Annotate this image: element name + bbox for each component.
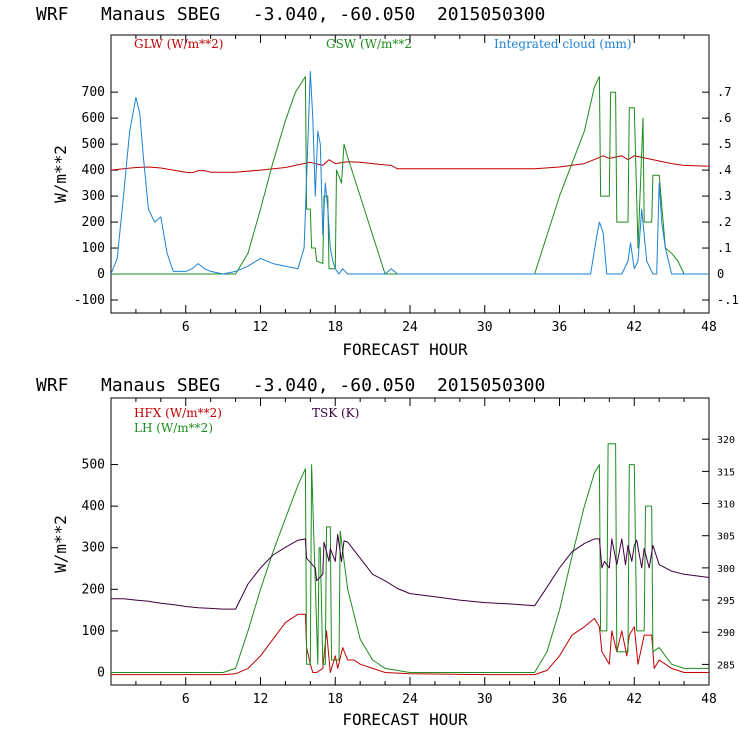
y-tick-label: -100 [74, 293, 105, 308]
y2-tick-label: 295 [717, 596, 735, 607]
y-tick-label: 600 [82, 111, 105, 126]
x-tick-label: 48 [701, 320, 717, 335]
y2-tick-label: 320 [717, 435, 735, 446]
chart2-xlabel: FORECAST HOUR [342, 710, 468, 729]
x-tick-label: 48 [701, 692, 717, 707]
chart2-ticks: 6 12 18 24 30 36 42 48 0 100 200 300 400 500 285 290 295… [82, 398, 735, 707]
y2-tick-label: -.1 [717, 293, 739, 307]
y-tick-label: 300 [82, 189, 105, 204]
x-tick-label: 18 [327, 692, 343, 707]
y2-tick-label: 0 [717, 267, 724, 281]
x-tick-label: 24 [402, 692, 418, 707]
y-tick-label: 100 [82, 241, 105, 256]
x-tick-label: 12 [253, 692, 269, 707]
chart1-legend-gsw: GSW (W/m**2 [326, 37, 412, 51]
chart1-series [110, 70, 710, 275]
x-tick-label: 42 [626, 320, 642, 335]
y-tick-label: 100 [82, 624, 105, 639]
series-line-2-3 [111, 533, 710, 610]
chart2-series [111, 443, 710, 676]
y-tick-label: 500 [82, 137, 105, 152]
x-tick-label: 24 [402, 320, 418, 335]
y2-tick-label: .1 [717, 241, 731, 255]
y2-tick-label: .6 [717, 111, 731, 125]
y2-tick-label: 310 [717, 500, 735, 511]
y2-tick-label: 315 [717, 467, 735, 478]
series-line-1-1 [110, 155, 710, 174]
series-line-1-3 [110, 70, 709, 275]
y2-tick-label: .7 [717, 85, 731, 99]
chart2-ylabel: W/m**2 [51, 515, 70, 573]
x-tick-label: 6 [182, 692, 190, 707]
chart1-legend-glw: GLW (W/m**2) [134, 37, 223, 51]
y2-tick-label: 290 [717, 628, 735, 639]
y2-tick-label: .4 [717, 163, 731, 177]
chart1-xlabel: FORECAST HOUR [342, 340, 468, 359]
series-line-1-2 [111, 76, 709, 275]
chart1-ticks: 6 12 18 24 30 36 42 48 -100 0 100 200 300 400 500 600 70… [74, 35, 739, 335]
y-tick-label: 0 [97, 267, 105, 282]
y2-tick-label: .2 [717, 215, 731, 229]
y-tick-label: 400 [82, 499, 105, 514]
chart1-plot-frame [110, 34, 710, 314]
chart2-legend-lh: LH (W/m**2) [134, 421, 213, 435]
y-tick-label: 500 [82, 458, 105, 473]
y2-tick-label: .3 [717, 189, 731, 203]
chart1-ylabel: W/m**2 [51, 145, 70, 203]
series-line-2-1 [111, 613, 709, 676]
x-tick-label: 18 [327, 320, 343, 335]
y-tick-label: 400 [82, 163, 105, 178]
x-tick-label: 42 [626, 692, 642, 707]
chart2-title: WRF Manaus SBEG -3.040, -60.050 20150503… [36, 375, 545, 396]
x-tick-label: 36 [552, 320, 568, 335]
series-line-2-2 [111, 443, 709, 673]
y2-tick-label: .5 [717, 137, 731, 151]
y-tick-label: 700 [82, 85, 105, 100]
y2-tick-label: 305 [717, 532, 735, 543]
x-tick-label: 36 [552, 692, 568, 707]
chart2-legend-hfx: HFX (W/m**2) [134, 406, 222, 420]
y2-tick-label: 300 [717, 564, 735, 575]
y-tick-label: 0 [97, 666, 105, 681]
y-tick-label: 200 [82, 215, 105, 230]
y-tick-label: 200 [82, 582, 105, 597]
chart2-legend-tsk: TSK (K) [312, 406, 359, 420]
x-tick-label: 30 [477, 692, 493, 707]
x-tick-label: 6 [182, 320, 190, 335]
y-tick-label: 300 [82, 541, 105, 556]
x-tick-label: 30 [477, 320, 493, 335]
x-tick-label: 12 [253, 320, 269, 335]
chart1-legend-cloud: Integrated cloud (mm) [494, 37, 632, 51]
chart1-title: WRF Manaus SBEG -3.040, -60.050 20150503… [36, 4, 545, 25]
y2-tick-label: 285 [717, 660, 735, 671]
